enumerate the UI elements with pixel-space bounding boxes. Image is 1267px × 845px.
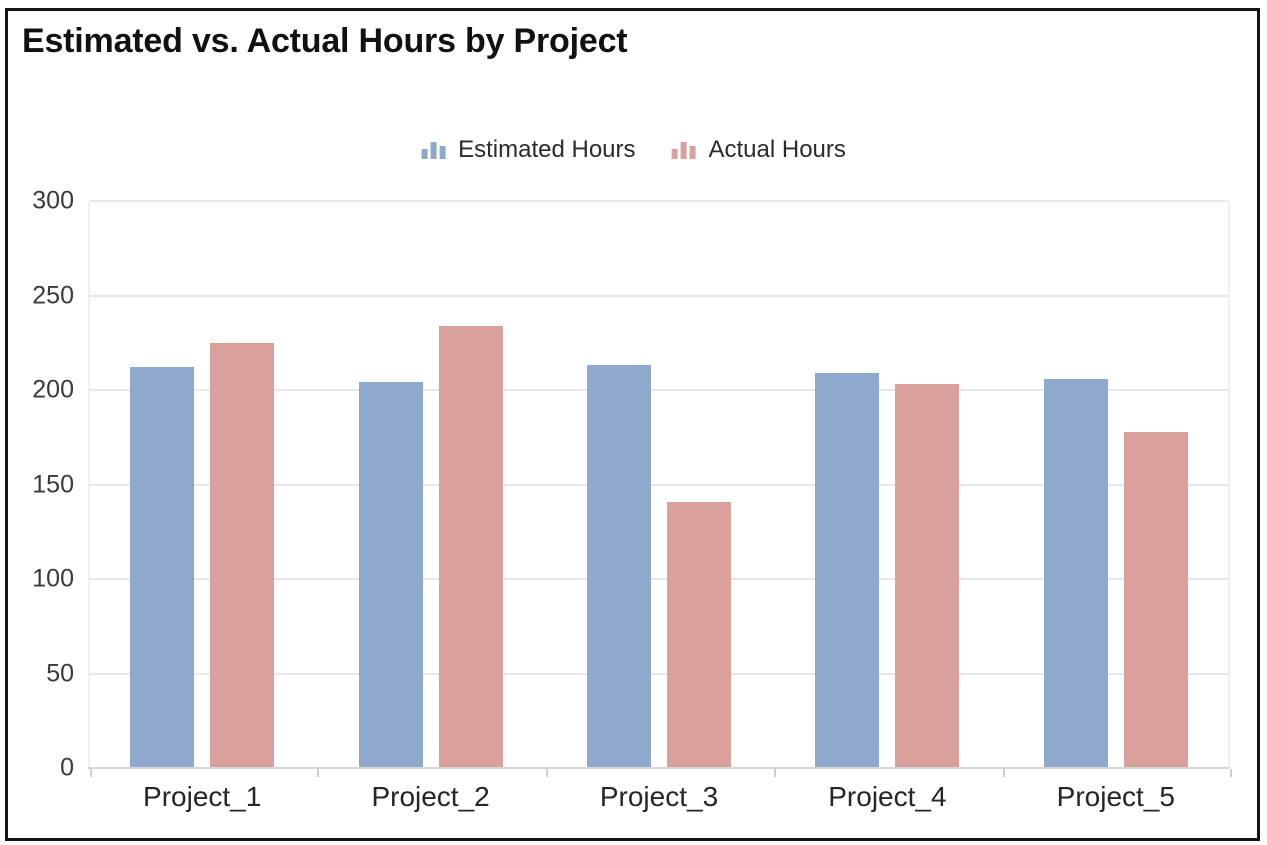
plot-area — [88, 200, 1232, 777]
bar-estimated-project_3[interactable] — [587, 365, 651, 768]
chart-title: Estimated vs. Actual Hours by Project — [22, 22, 628, 60]
y-tick-label-50: 50 — [46, 659, 74, 687]
x-axis-boundary-tick — [1230, 769, 1232, 777]
h-gridline-50 — [90, 672, 1228, 675]
h-gridline-150 — [90, 483, 1228, 486]
x-axis-boundary-tick — [545, 769, 548, 777]
x-axis-boundary-tick — [774, 769, 777, 777]
y-tick-label-100: 100 — [32, 564, 74, 593]
x-axis-line — [88, 767, 1230, 769]
x-tick-label-project_2: Project_2 — [371, 781, 490, 812]
legend-label: Actual Hours — [708, 136, 846, 163]
bar-estimated-project_2[interactable] — [358, 382, 423, 768]
bar-actual-project_3[interactable] — [667, 501, 731, 768]
h-gridline-300 — [90, 200, 1228, 202]
x-tick-label-project_1: Project_1 — [143, 781, 262, 812]
x-tick-label-project_4: Project_4 — [828, 781, 947, 812]
bar-actual-project_1[interactable] — [210, 342, 275, 768]
bar-actual-project_4[interactable] — [895, 384, 960, 768]
y-tick-label-200: 200 — [32, 375, 74, 404]
mini-column-chart-icon — [421, 141, 446, 159]
legend-item-actual-hours[interactable]: Actual Hours — [671, 136, 846, 164]
x-tick-label-project_5: Project_5 — [1056, 781, 1175, 812]
x-axis-boundary-tick — [317, 769, 320, 777]
y-tick-label-150: 150 — [32, 470, 74, 498]
x-tick-label-project_3: Project_3 — [599, 781, 719, 812]
h-gridline-200 — [90, 389, 1228, 391]
x-axis-boundary-tick — [90, 769, 92, 777]
h-gridline-100 — [90, 578, 1228, 580]
bar-estimated-project_5[interactable] — [1043, 378, 1108, 768]
y-tick-label-250: 250 — [32, 281, 74, 309]
chart-legend: Estimated Hours Actual Hours — [421, 136, 846, 164]
bar-actual-project_2[interactable] — [438, 325, 503, 768]
y-tick-label-300: 300 — [32, 186, 74, 215]
mini-column-chart-icon — [671, 141, 696, 159]
bar-actual-project_5[interactable] — [1123, 431, 1188, 768]
bar-estimated-project_4[interactable] — [815, 373, 880, 768]
legend-item-estimated-hours[interactable]: Estimated Hours — [421, 136, 636, 164]
legend-label: Estimated Hours — [458, 136, 636, 163]
x-axis-boundary-tick — [1002, 769, 1005, 777]
bar-estimated-project_1[interactable] — [130, 367, 195, 768]
h-gridline-250 — [90, 294, 1228, 297]
y-tick-label-0: 0 — [60, 753, 74, 782]
